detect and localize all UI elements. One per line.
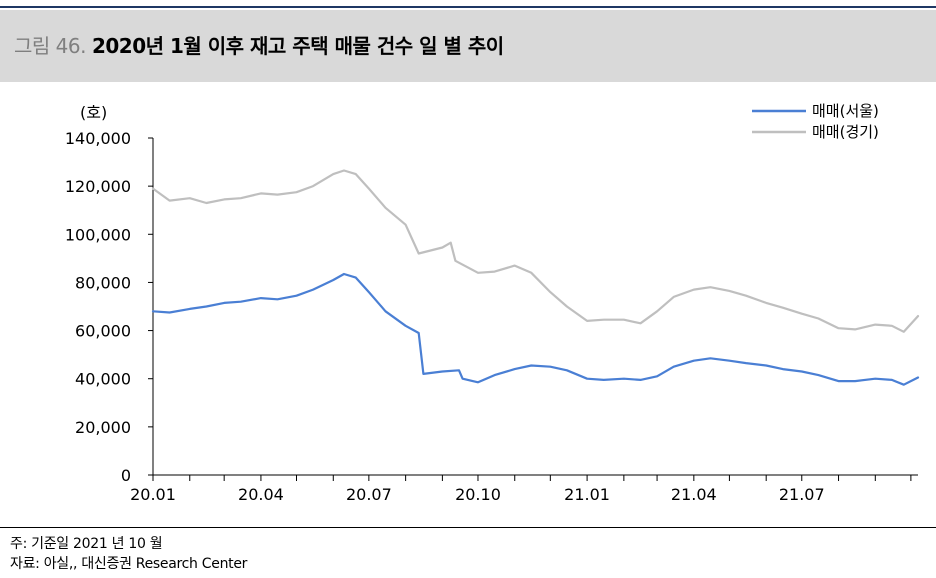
y-axis: 0 20,000 40,000 60,000 80,000 100,000 120,000 1… xyxy=(65,129,154,485)
x-tick-label: 21.01 xyxy=(564,485,610,504)
figure-number: 그림 46. xyxy=(14,34,86,58)
y-tick-label: 140,000 xyxy=(65,129,131,148)
x-axis: 20.01 20.04 20.07 20.10 21.01 21.04 21.07 xyxy=(130,474,918,504)
series-line xyxy=(151,272,920,386)
x-tick-label: 20.10 xyxy=(455,485,501,504)
top-rule xyxy=(0,6,936,8)
line-chart: 0 20,000 40,000 60,000 80,000 100,000 120,000 1… xyxy=(65,102,920,504)
x-tick-label: 20.04 xyxy=(238,485,284,504)
y-tick-label: 20,000 xyxy=(75,418,131,437)
y-tick-label: 40,000 xyxy=(75,370,131,389)
y-tick-label: 0 xyxy=(121,466,131,485)
figure-heading: 그림 46. 2020년 1월 이후 재고 주택 매물 건수 일 별 추이 xyxy=(14,30,504,59)
x-tick-label: 21.04 xyxy=(671,485,717,504)
source-note: 자료: 아실,, 대신증권 Research Center xyxy=(10,556,248,572)
x-tick-label: 20.01 xyxy=(130,485,176,504)
legend-label: 매매(서울) xyxy=(812,102,879,120)
y-unit-label: (호) xyxy=(80,103,107,122)
legend: 매매(서울) 매매(경기) xyxy=(752,102,879,141)
x-tick-label: 21.07 xyxy=(779,485,825,504)
title-bar xyxy=(0,10,936,82)
y-tick-label: 100,000 xyxy=(65,225,131,244)
y-tick-label: 60,000 xyxy=(75,322,131,341)
footer-rule xyxy=(0,527,936,528)
legend-label: 매매(경기) xyxy=(812,123,879,141)
series-layer xyxy=(151,169,920,386)
y-tick-label: 80,000 xyxy=(75,273,131,292)
chart-title: 2020년 1월 이후 재고 주택 매물 건수 일 별 추이 xyxy=(91,34,504,58)
series-line xyxy=(151,169,920,333)
y-tick-label: 120,000 xyxy=(65,177,131,196)
x-tick-label: 20.07 xyxy=(346,485,392,504)
footnote: 주: 기준일 2021 년 10 월 xyxy=(10,536,163,552)
